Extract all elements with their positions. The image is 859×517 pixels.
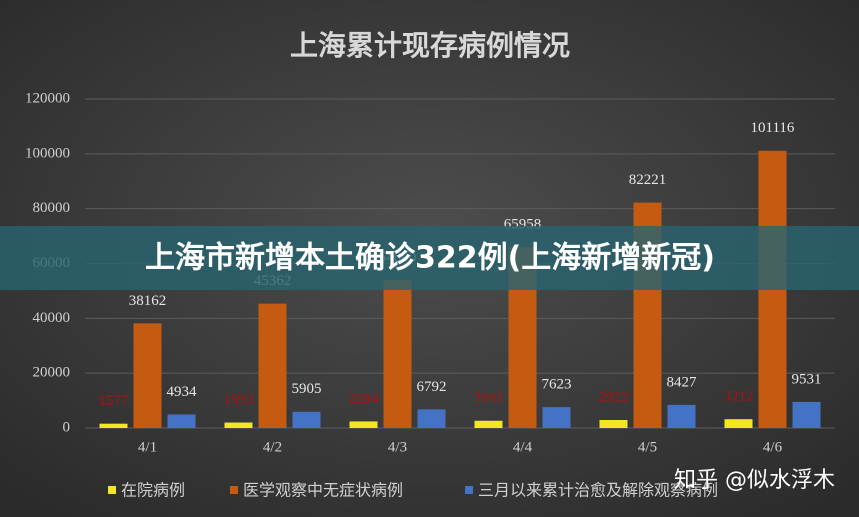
value-label: 2922: [599, 389, 629, 405]
bar: [349, 421, 378, 428]
bar: [724, 419, 753, 428]
x-tick-label: 4/2: [263, 439, 282, 455]
bar: [258, 303, 287, 428]
value-label: 8427: [667, 374, 698, 390]
y-tick-label: 80000: [33, 200, 71, 216]
legend-swatch: [230, 486, 238, 494]
y-tick-label: 20000: [33, 365, 71, 381]
banner: [0, 226, 859, 290]
watermark: 知乎 @似水浮木: [674, 468, 835, 493]
value-label: 6792: [417, 379, 447, 395]
x-tick-label: 4/3: [388, 439, 407, 455]
bar: [542, 407, 571, 428]
legend-label: 三月以来累计治愈及解除观察病例: [478, 481, 718, 500]
x-tick-label: 4/5: [638, 439, 657, 455]
value-label: 2394: [349, 391, 380, 407]
legend-swatch: [465, 486, 473, 494]
value-label: 1577: [99, 393, 130, 409]
y-tick-label: 120000: [25, 90, 70, 106]
x-tick-label: 4/6: [763, 439, 783, 455]
value-label: 38162: [129, 293, 167, 309]
value-label: 4934: [167, 384, 198, 400]
value-label: 82221: [629, 172, 667, 188]
value-label: 1993: [224, 392, 254, 408]
bar: [383, 279, 412, 428]
y-tick-label: 40000: [33, 310, 71, 326]
legend-label: 在院病例: [121, 481, 185, 500]
bar: [133, 323, 162, 428]
legend-label: 医学观察中无症状病例: [243, 481, 403, 500]
value-label: 2641: [474, 390, 504, 406]
x-tick-label: 4/1: [138, 439, 157, 455]
bar: [292, 411, 321, 428]
y-tick-label: 0: [63, 419, 71, 435]
banner-text: 上海市新增本土确诊322例(上海新增新冠): [145, 241, 715, 276]
value-label: 101116: [751, 120, 795, 136]
bar: [99, 423, 128, 428]
bar: [474, 420, 503, 428]
value-label: 5905: [292, 381, 322, 397]
bar: [667, 404, 696, 428]
chart-title: 上海累计现存病例情况: [290, 29, 570, 62]
y-tick-label: 100000: [25, 145, 70, 161]
legend-swatch: [108, 486, 116, 494]
bar: [599, 419, 628, 428]
value-label: 9531: [792, 371, 822, 387]
bar: [224, 422, 253, 428]
bar: [417, 409, 446, 428]
value-label: 3212: [724, 389, 754, 405]
bar: [167, 414, 196, 428]
x-tick-label: 4/4: [513, 439, 533, 455]
value-label: 7623: [542, 377, 572, 393]
bar: [792, 401, 821, 428]
